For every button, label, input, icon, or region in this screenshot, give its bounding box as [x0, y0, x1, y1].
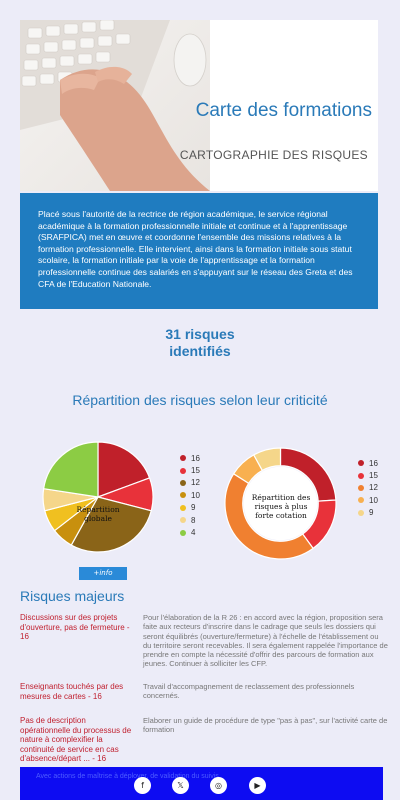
risk-name: Enseignants touchés par des mesures de c…	[20, 682, 124, 701]
high-center-hole	[243, 466, 318, 541]
global-legend-item: 15	[180, 464, 200, 476]
high-legend-label: 16	[369, 458, 378, 468]
page-title: Carte des formations	[195, 100, 372, 121]
risk-row: Discussions sur des projets d'ouverture,…	[20, 613, 388, 668]
risk-count-label: identifiés	[169, 343, 231, 359]
risk-count-number: 31 risques	[165, 326, 235, 342]
global-slice-16	[97, 441, 151, 498]
high-legend-item: 9	[358, 507, 378, 519]
footer-bar: Avec actions de maîtrise à déployer, de …	[20, 767, 383, 800]
global-legend-item: 16	[180, 452, 200, 464]
high-legend-item: 16	[358, 457, 378, 469]
global-legend-item: 9	[180, 502, 200, 514]
pie-global-label: Répartition globale	[76, 505, 120, 523]
pie-global-legend: 16 15 12 10 9 8 4	[180, 452, 200, 539]
global-legend-label: 4	[191, 528, 196, 538]
global-legend-item: 12	[180, 477, 200, 489]
high-legend-swatch	[358, 497, 364, 504]
pie-high-label: Répartition des risques à plus forte cot…	[251, 493, 311, 520]
global-legend-swatch	[180, 529, 186, 536]
global-slice-4	[42, 441, 99, 498]
risk-row: Pas de description opérationnelle du pro…	[20, 716, 387, 766]
high-legend-label: 9	[369, 508, 374, 518]
high-legend-item: 15	[358, 469, 378, 481]
global-legend-label: 12	[191, 478, 200, 488]
global-legend-swatch	[180, 455, 186, 462]
risk-name: Pas de description opérationnelle du pro…	[20, 716, 132, 763]
pie-chart-high	[224, 447, 337, 560]
global-legend-swatch	[180, 517, 186, 524]
risk-count: 31 risques identifiés	[0, 326, 400, 360]
global-legend-label: 8	[191, 515, 196, 525]
global-legend-item: 8	[180, 514, 200, 526]
high-legend-label: 10	[369, 495, 378, 505]
global-legend-swatch	[180, 504, 186, 511]
risk-name: Discussions sur des projets d'ouverture,…	[20, 613, 130, 641]
risk-row: Enseignants touchés par des mesures de c…	[20, 682, 380, 704]
high-legend-label: 12	[369, 483, 378, 493]
high-slice-9	[252, 447, 282, 472]
high-legend-swatch	[358, 472, 364, 479]
high-legend-swatch	[358, 484, 364, 491]
page-subtitle: CARTOGRAPHIE DES RISQUES	[179, 148, 368, 162]
facebook-icon[interactable]: f	[134, 777, 151, 794]
high-legend-swatch	[358, 460, 364, 467]
instagram-icon[interactable]: ◎	[210, 777, 227, 794]
keyboard-hand-illustration	[20, 20, 210, 191]
high-legend-swatch	[358, 509, 364, 516]
footer-text: Avec actions de maîtrise à déployer, de …	[36, 773, 219, 780]
pie-chart-global	[42, 441, 154, 553]
global-legend-label: 15	[191, 466, 200, 476]
high-legend-item: 12	[358, 482, 378, 494]
intro-text-block: Placé sous l'autorité de la rectrice de …	[20, 193, 378, 309]
risk-description: Travail d'accompagnement de reclassement…	[143, 682, 355, 701]
section-title-criticality: Répartition des risques selon leur criti…	[72, 392, 328, 408]
high-legend-item: 10	[358, 494, 378, 506]
global-legend-swatch	[180, 492, 186, 499]
high-legend-label: 15	[369, 471, 378, 481]
info-button[interactable]: +info	[79, 567, 127, 580]
global-legend-label: 10	[191, 490, 200, 500]
global-legend-swatch	[180, 467, 186, 474]
risk-description: Elaborer un guide de procédure de type "…	[143, 716, 388, 735]
youtube-icon[interactable]: ▶	[249, 777, 266, 794]
global-slice-12	[70, 496, 152, 553]
hero-keyboard-image	[20, 20, 210, 191]
hero-banner: Carte des formations CARTOGRAPHIE DES RI…	[20, 20, 378, 191]
global-legend-item: 10	[180, 489, 200, 501]
x-twitter-icon[interactable]: 𝕏	[172, 777, 189, 794]
global-legend-label: 9	[191, 503, 196, 513]
pie-high-legend: 16 15 12 10 9	[358, 457, 378, 519]
global-legend-item: 4	[180, 526, 200, 538]
risk-description: Pour l'élaboration de la R 26 : en accor…	[143, 613, 388, 669]
global-legend-swatch	[180, 479, 186, 486]
major-risks-title: Risques majeurs	[20, 588, 125, 604]
global-legend-label: 16	[191, 453, 200, 463]
